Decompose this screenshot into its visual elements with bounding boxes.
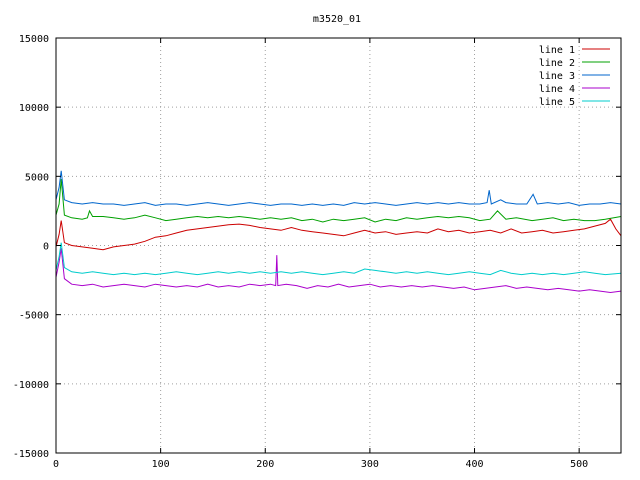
- x-tick-label: 100: [152, 459, 170, 470]
- legend: line 1 line 2 line 3 line 4 line 5: [539, 45, 610, 108]
- y-tick-label: 0: [43, 242, 49, 253]
- x-tick-label: 400: [465, 459, 483, 470]
- y-tick-label: 5000: [25, 172, 49, 183]
- legend-label: line 3: [539, 71, 575, 82]
- y-tick-label: 15000: [19, 34, 49, 45]
- y-tick-label: -10000: [13, 380, 49, 391]
- y-tick-label: 10000: [19, 103, 49, 114]
- series-line-5: [55, 242, 622, 276]
- grid: [56, 38, 621, 453]
- x-tick-label: 0: [53, 459, 59, 470]
- legend-label: line 5: [539, 97, 575, 108]
- x-tick-label: 500: [570, 459, 588, 470]
- chart-title: m3520_01: [313, 14, 361, 25]
- series-line-2: [55, 179, 622, 223]
- x-tick-label: 300: [361, 459, 379, 470]
- series-line-4: [55, 248, 622, 294]
- y-tick-label: -5000: [19, 311, 49, 322]
- y-tick-label: -15000: [13, 449, 49, 460]
- series-line-3: [55, 170, 622, 206]
- legend-label: line 1: [539, 45, 575, 56]
- axis-ticks: 0 100 200 300 400 500 -15000 -10000 -5000 0 5000 10…: [13, 34, 621, 470]
- x-tick-label: 200: [256, 459, 274, 470]
- series-group: [55, 170, 622, 294]
- series-line-1: [55, 218, 622, 251]
- legend-label: line 4: [539, 84, 575, 95]
- legend-label: line 2: [539, 58, 575, 69]
